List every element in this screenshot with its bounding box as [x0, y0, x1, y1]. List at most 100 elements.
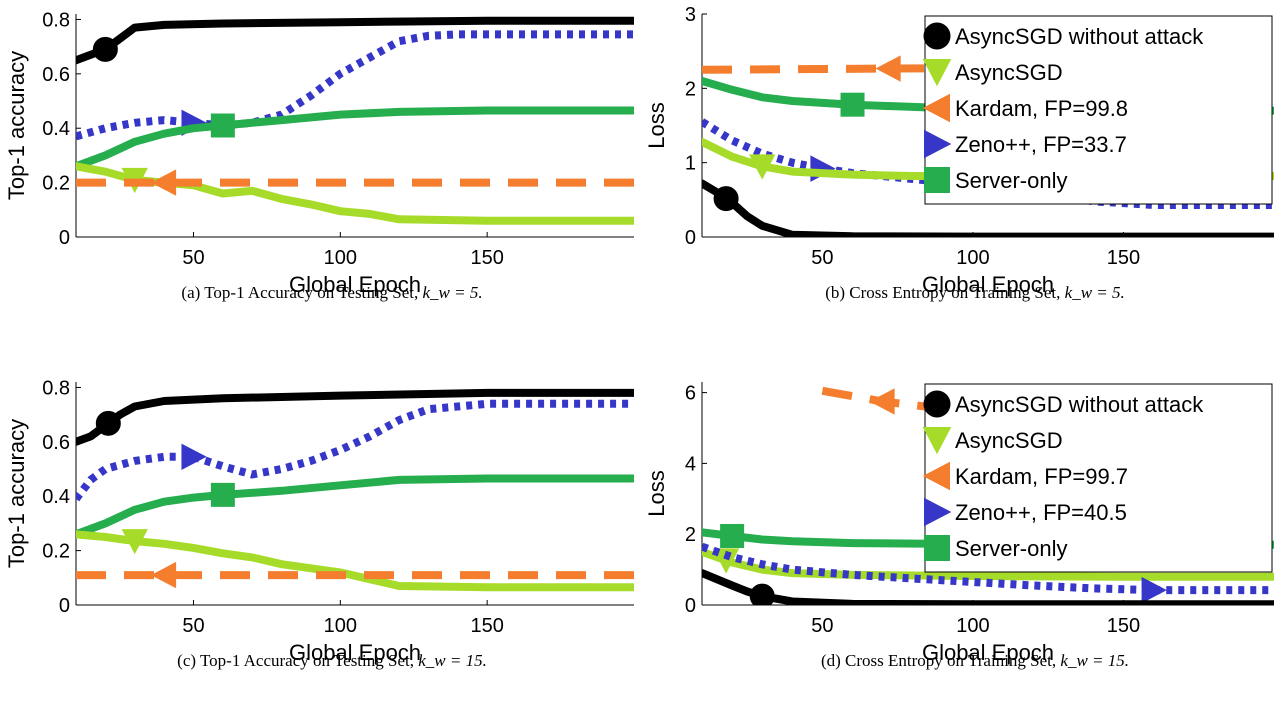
legend-box — [924, 15, 1273, 205]
y-tick-label: 0 — [685, 595, 696, 617]
caption-math: k_w = 5. — [422, 283, 483, 302]
y-tick-label: 0.2 — [42, 541, 70, 563]
series-marker — [181, 443, 207, 470]
series-marker — [840, 92, 865, 117]
y-axis-label: Loss — [644, 102, 669, 148]
series-line — [76, 162, 634, 225]
legend-marker — [924, 167, 950, 193]
legend-label: AsyncSGD — [955, 60, 1063, 85]
x-tick-label: 150 — [1107, 247, 1140, 269]
chart-panel-a: 50 100 150 0 0.2 0.4 0.6 0.8 Global Epoch Top-1 a… — [4, 9, 634, 297]
axes: 50 100 150 0 1 2 3 Global Epoch Loss — [644, 4, 1274, 297]
series-line — [76, 30, 634, 141]
series-marker — [95, 410, 121, 436]
legend-marker — [922, 427, 952, 455]
legend-label: Server-only — [955, 168, 1067, 193]
legend-marker — [924, 129, 952, 159]
legend: AsyncSGD without attack AsyncSGD Kardam, F… — [922, 383, 1273, 573]
legend-label: Zeno++, FP=40.5 — [955, 500, 1127, 525]
x-tick-label: 50 — [182, 247, 204, 269]
caption-math: k_w = 5. — [1064, 283, 1125, 302]
x-tick-label: 100 — [324, 615, 357, 637]
chart-panel-b: 50 100 150 0 1 2 3 Global Epoch Loss AsyncSGD wit… — [644, 4, 1274, 297]
caption-c: (c) Top-1 Accuracy on Testing Set, k_w =… — [82, 651, 582, 671]
series-marker — [150, 561, 177, 589]
y-tick-label: 6 — [685, 383, 696, 405]
legend-box — [924, 383, 1273, 573]
caption-text: (d) Cross Entropy on Training Set, — [820, 651, 1061, 670]
chart-panel-d: 50 100 150 0 2 4 6 Global Epoch Loss AsyncSGD wit… — [644, 382, 1274, 665]
x-axis-label: Global Epoch — [922, 640, 1054, 665]
y-tick-label: 0.8 — [42, 9, 70, 31]
series-line — [76, 474, 634, 539]
series-marker — [210, 482, 235, 507]
series-marker — [875, 55, 901, 82]
caption-text: (a) Top-1 Accuracy on Testing Set, — [181, 283, 423, 302]
series-marker — [749, 154, 776, 180]
y-tick-label: 0.4 — [42, 486, 70, 508]
legend-label: Zeno++, FP=33.7 — [955, 132, 1127, 157]
legend-label: AsyncSGD — [955, 428, 1063, 453]
legend-marker — [923, 390, 951, 418]
y-tick-label: 2 — [685, 78, 696, 100]
y-tick-label: 0.8 — [42, 377, 70, 399]
series-line — [76, 388, 634, 446]
x-tick-label: 150 — [470, 247, 503, 269]
caption-b: (b) Cross Entropy on Training Set, k_w =… — [725, 283, 1225, 303]
caption-text: (c) Top-1 Accuracy on Testing Set, — [177, 651, 419, 670]
series-marker — [749, 583, 775, 605]
x-axis-label: Global Epoch — [289, 272, 421, 297]
y-tick-label: 3 — [685, 4, 696, 26]
caption-math: k_w = 15. — [1060, 651, 1130, 670]
y-tick-label: 0.2 — [42, 173, 70, 195]
x-axis-label: Global Epoch — [922, 272, 1054, 297]
y-tick-label: 0 — [685, 227, 696, 249]
y-tick-label: 1 — [685, 153, 696, 175]
axes: 50 100 150 0 0.2 0.4 0.6 0.8 Global Epoch Top-1 a… — [4, 377, 634, 665]
axes: 50 100 150 0 2 4 6 Global Epoch Loss — [644, 382, 1274, 665]
series-marker — [869, 388, 895, 415]
x-tick-label: 50 — [182, 615, 204, 637]
x-tick-label: 100 — [956, 615, 989, 637]
legend: AsyncSGD without attack AsyncSGD Kardam, F… — [922, 15, 1273, 205]
x-tick-label: 50 — [811, 247, 833, 269]
x-axis-label: Global Epoch — [289, 640, 421, 665]
y-axis-label: Top-1 accuracy — [4, 419, 29, 568]
y-tick-label: 0 — [59, 595, 70, 617]
y-tick-label: 0.6 — [42, 432, 70, 454]
series-marker — [210, 113, 235, 138]
series-marker — [712, 548, 740, 574]
chart-panel-c: 50 100 150 0 0.2 0.4 0.6 0.8 Global Epoch Top-1 a… — [4, 377, 634, 665]
caption-text: (b) Cross Entropy on Training Set, — [825, 283, 1065, 302]
y-axis-label: Loss — [644, 470, 669, 516]
series-marker — [810, 155, 836, 182]
series-line — [76, 16, 634, 65]
series-marker — [1141, 576, 1167, 604]
legend-label: Kardam, FP=99.8 — [955, 96, 1128, 121]
x-tick-label: 50 — [811, 615, 833, 637]
y-tick-label: 0 — [59, 227, 70, 249]
axes: 50 100 150 0 0.2 0.4 0.6 0.8 Global Epoch Top-1 a… — [4, 9, 634, 297]
legend-label: Kardam, FP=99.7 — [955, 464, 1128, 489]
legend-label: AsyncSGD without attack — [955, 24, 1204, 49]
caption-math: k_w = 15. — [418, 651, 487, 670]
x-tick-label: 100 — [956, 247, 989, 269]
legend-marker — [922, 461, 950, 491]
y-tick-label: 4 — [685, 453, 696, 475]
series-marker — [720, 523, 745, 548]
y-tick-label: 2 — [685, 524, 696, 546]
legend-label: AsyncSGD without attack — [955, 392, 1204, 417]
legend-label: Server-only — [955, 536, 1067, 561]
caption-d: (d) Cross Entropy on Training Set, k_w =… — [725, 651, 1225, 671]
series-line — [76, 399, 634, 502]
series-group — [76, 388, 634, 592]
series-marker — [121, 529, 148, 555]
legend-marker — [922, 93, 950, 123]
legend-marker — [924, 497, 952, 527]
x-tick-label: 150 — [1107, 615, 1140, 637]
series-group — [76, 16, 634, 225]
series-marker — [150, 169, 177, 196]
series-marker — [713, 186, 739, 212]
x-tick-label: 100 — [324, 247, 357, 269]
